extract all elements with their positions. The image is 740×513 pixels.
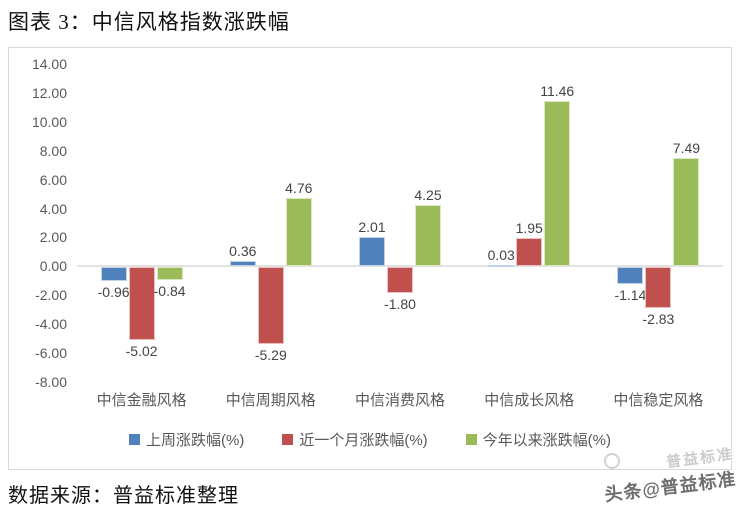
legend-label: 今年以来涨跌幅(%) [482, 432, 612, 449]
bar-value-label: 2.01 [358, 219, 386, 236]
y-axis-tick-label: 6.00 [39, 171, 67, 188]
legend-item-series1: 近一个月涨跌幅(%) [282, 429, 428, 450]
category-label: 中信成长风格 [484, 392, 575, 409]
source-note: 数据来源：普益标准整理 [8, 485, 239, 507]
y-axis-tick-label: 2.00 [39, 229, 67, 246]
bar-value-label: -0.84 [153, 282, 186, 299]
bar-value-label: 4.25 [414, 186, 442, 203]
bar-series1-cat3 [516, 238, 543, 267]
bar-series1-cat1 [257, 267, 284, 344]
bar-series1-cat0 [128, 267, 155, 340]
bar-series1-cat4 [645, 267, 672, 309]
bar-group: 0.36 -5.29 4.76 [206, 64, 335, 382]
bar-value-label: -5.02 [125, 342, 158, 359]
plot-area: -0.96 -5.02 -0.84 0.36 -5.29 4.76 2.01 -1.80 4.2… [77, 64, 723, 382]
bar-group: -0.96 -5.02 -0.84 [77, 64, 206, 382]
bar-series0-cat3 [488, 264, 515, 267]
bar-series2-cat3 [544, 100, 571, 267]
legend-swatch-icon [128, 434, 140, 445]
bar-series0-cat2 [359, 237, 385, 267]
bar-group: 0.03 1.95 11.46 [465, 64, 594, 382]
bar-value-label: 0.03 [487, 246, 515, 263]
bar-series0-cat1 [229, 261, 256, 267]
bar-value-label: 0.36 [229, 243, 257, 260]
y-axis-tick-label: 4.00 [39, 200, 67, 217]
legend-swatch-icon [465, 434, 477, 445]
category-label: 中信稳定风格 [613, 392, 704, 409]
zero-gridline [77, 265, 723, 268]
y-axis-tick-label: -4.00 [35, 316, 67, 333]
y-axis-tick-label: 14.00 [31, 56, 67, 72]
legend-item-series2: 今年以来涨跌幅(%) [465, 429, 612, 450]
bar-group: 2.01 -1.80 4.25 [335, 64, 464, 382]
y-axis-tick-label: 8.00 [39, 142, 67, 159]
bar-series1-cat2 [387, 267, 413, 294]
legend-label: 近一个月涨跌幅(%) [299, 432, 428, 449]
y-axis: 14.00 12.00 10.00 8.00 6.00 4.00 2.00 0.00 -2.00… [9, 48, 71, 469]
bar-series0-cat4 [617, 267, 644, 284]
bar-value-label: -2.83 [642, 311, 675, 328]
y-axis-tick-label: 12.00 [31, 84, 67, 101]
bar-series2-cat1 [285, 197, 312, 267]
bar-value-label: 11.46 [540, 82, 575, 99]
bar-value-label: -0.96 [97, 284, 130, 301]
category-label: 中信周期风格 [225, 392, 316, 409]
y-axis-tick-label: -2.00 [35, 287, 67, 304]
bar-value-label: 7.49 [672, 140, 701, 157]
legend: 上周涨跌幅(%) 近一个月涨跌幅(%) 今年以来涨跌幅(%) [9, 429, 731, 450]
y-axis-tick-label: -6.00 [35, 345, 67, 362]
figure-title: 图表 3：中信风格指数涨跌幅 [8, 10, 290, 34]
y-axis-tick-label: 10.00 [31, 113, 67, 130]
category-label: 中信金融风格 [96, 392, 187, 409]
chart-frame: 14.00 12.00 10.00 8.00 6.00 4.00 2.00 0.00 -2.00… [8, 47, 732, 470]
legend-swatch-icon [282, 434, 294, 445]
x-axis-labels: 中信金融风格 中信周期风格 中信消费风格 中信成长风格 中信稳定风格 [77, 389, 723, 410]
legend-item-series0: 上周涨跌幅(%) [128, 429, 245, 450]
bar-value-label: -5.29 [254, 346, 287, 363]
bar-value-label: 4.76 [285, 179, 313, 196]
bar-value-label: 1.95 [515, 220, 543, 237]
bar-series2-cat0 [156, 267, 183, 280]
watermark-main-text: 头条@普益标准 [603, 468, 738, 505]
bar-value-label: -1.80 [384, 296, 416, 313]
legend-label: 上周涨跌幅(%) [145, 432, 245, 449]
y-axis-tick-label: 0.00 [39, 258, 67, 275]
bar-series2-cat2 [415, 204, 441, 267]
bar-series0-cat0 [100, 267, 127, 282]
bar-value-label: -1.14 [614, 286, 647, 303]
category-label: 中信消费风格 [355, 392, 446, 409]
bar-series2-cat4 [673, 158, 700, 267]
bar-group: -1.14 -2.83 7.49 [594, 64, 723, 382]
y-axis-tick-label: -8.00 [35, 374, 67, 390]
